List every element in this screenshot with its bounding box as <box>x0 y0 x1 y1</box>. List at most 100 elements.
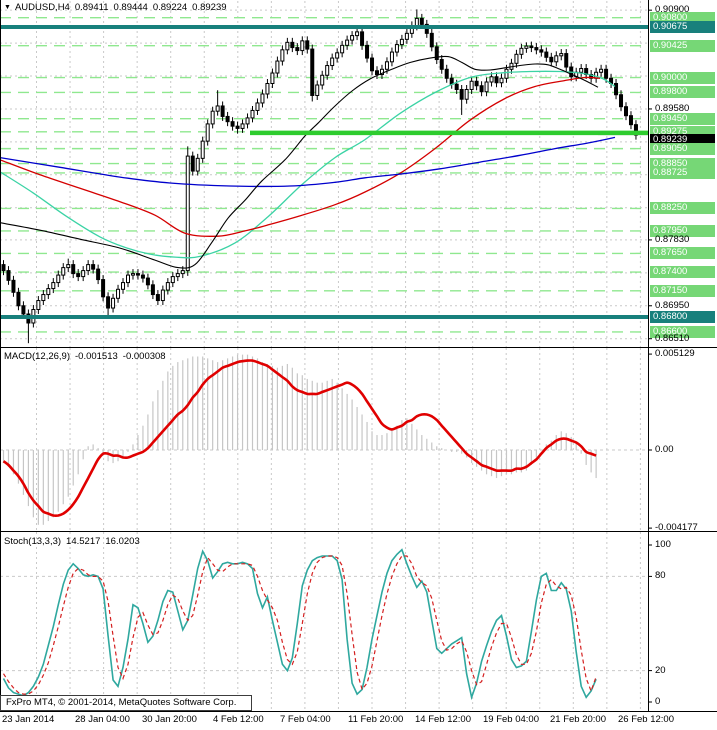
candle-bull <box>469 80 474 90</box>
candle-bear <box>539 49 544 53</box>
candle-bull <box>489 76 494 83</box>
candle-bull <box>165 282 170 291</box>
candle-bear <box>549 56 554 63</box>
candle-bull <box>379 68 384 76</box>
candle-bull <box>51 282 56 290</box>
candle-bear <box>564 53 569 68</box>
stoch-indicator-label: Stoch(13,3,3) 14.5217 16.0203 <box>4 536 140 548</box>
stoch-main-value: 14.5217 <box>66 536 101 547</box>
price-label-0.90900: 0.90900 <box>655 4 690 15</box>
candle-bear <box>155 294 160 302</box>
price-label-0.90425: 0.90425 <box>650 40 715 52</box>
symbol-dropdown-icon[interactable]: ▼ <box>4 4 11 11</box>
candle-bull <box>61 267 66 276</box>
candle-bull <box>265 83 270 95</box>
price-label-0.89450: 0.89450 <box>650 113 715 125</box>
price-label-0.87650: 0.87650 <box>650 247 715 259</box>
candle-bull <box>215 105 220 112</box>
candle-bull <box>399 38 404 46</box>
candle-bear <box>16 291 21 307</box>
macd-scale-0.005129: 0.005129 <box>655 348 695 359</box>
candle-bull <box>130 273 135 276</box>
candle-bear <box>619 94 624 108</box>
price-label-0.86950: 0.86950 <box>655 300 690 311</box>
macd-scale--0.004177: -0.004177 <box>655 522 698 533</box>
candle-bull <box>240 123 245 129</box>
stoch-scale-100: 100 <box>655 539 671 550</box>
candle-bear <box>6 270 11 281</box>
candle-bear <box>295 47 300 52</box>
price-label-0.88725: 0.88725 <box>650 167 715 179</box>
candle-bear <box>310 48 315 96</box>
candle-bear <box>220 105 225 117</box>
candle-bull <box>300 40 305 52</box>
stoch-scale-80: 80 <box>655 570 666 581</box>
price-label-0.86800: 0.86800 <box>650 311 715 323</box>
candle-bear <box>190 155 195 172</box>
candle-bear <box>459 88 464 100</box>
candle-bear <box>614 83 619 96</box>
macd-name: MACD(12,26,9) <box>4 351 70 362</box>
candle-bear <box>375 70 379 76</box>
candle-bear <box>76 273 81 278</box>
ma-turquoise <box>0 70 616 259</box>
stoch-signal-line <box>2 555 597 695</box>
candle-bull <box>160 289 165 302</box>
candle-bear <box>360 31 365 46</box>
candle-bear <box>21 305 26 315</box>
candle-bull <box>250 109 255 119</box>
macd-main-value: -0.001513 <box>75 351 118 362</box>
price-label-0.88250: 0.88250 <box>650 202 715 214</box>
candle-bear <box>91 264 96 270</box>
candle-bull <box>275 60 280 74</box>
candle-bull <box>315 84 320 96</box>
price-label-0.90000: 0.90000 <box>650 72 715 84</box>
candle-bear <box>106 296 111 309</box>
candle-bull <box>180 270 185 275</box>
candle-bull <box>255 102 260 111</box>
macd-indicator-label: MACD(12,26,9) -0.001513 -0.000308 <box>4 351 166 363</box>
candle-bear <box>145 277 150 286</box>
price-label-0.89580: 0.89580 <box>655 103 690 114</box>
candle-bull <box>170 276 175 284</box>
time-label: 19 Feb 04:00 <box>483 714 539 725</box>
candle-bull <box>185 155 190 272</box>
candle-bear <box>305 40 310 50</box>
candle-bull <box>464 88 469 100</box>
stoch-name: Stoch(13,3,3) <box>4 536 62 547</box>
candle-bear <box>534 47 539 51</box>
candle-bull <box>514 53 519 64</box>
ohlc-open: 0.89411 <box>74 2 109 13</box>
candle-bull <box>116 288 121 299</box>
candle-bull <box>340 44 345 54</box>
candle-bull <box>350 35 355 41</box>
stoch-scale-20: 20 <box>655 665 666 676</box>
candle-bull <box>394 44 399 53</box>
price-label-0.89050: 0.89050 <box>650 143 715 155</box>
candle-bear <box>444 68 449 79</box>
candle-bull <box>355 31 360 37</box>
candle-bull <box>330 57 335 67</box>
candle-bull <box>86 264 91 272</box>
candle-bear <box>544 51 549 58</box>
candle-bear <box>439 59 444 70</box>
price-label-0.87150: 0.87150 <box>650 285 715 297</box>
candle-bull <box>280 49 285 62</box>
candle-bull <box>200 140 205 159</box>
time-label: 26 Feb 12:00 <box>618 714 674 725</box>
macd-signal-value: -0.000308 <box>122 351 166 362</box>
candle-bull <box>325 65 330 76</box>
candle-bear <box>150 284 155 296</box>
candle-bull <box>175 273 180 278</box>
candle-bull <box>245 117 250 125</box>
price-label-0.87400: 0.87400 <box>650 266 715 278</box>
candle-bull <box>554 55 559 63</box>
candle-bull <box>270 72 275 85</box>
candle-bear <box>454 83 459 90</box>
candle-bull <box>195 157 200 172</box>
price-label-0.86600: 0.86600 <box>650 326 715 338</box>
candle-bull <box>260 93 265 104</box>
price-label-0.87830: 0.87830 <box>655 234 690 245</box>
